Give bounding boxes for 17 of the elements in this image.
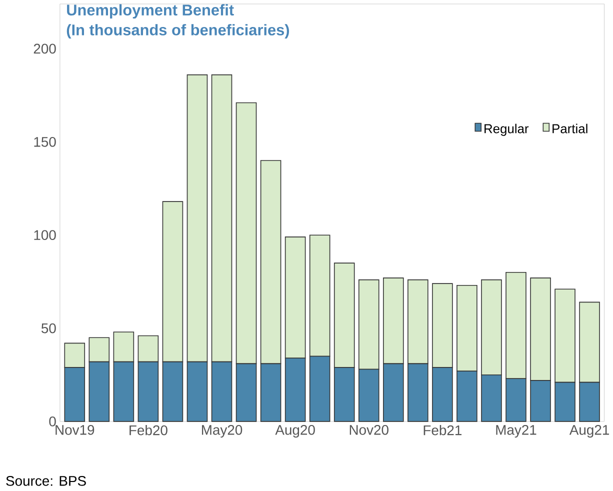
x-tick-label: Aug21 bbox=[569, 424, 609, 438]
y-tick-label: 50 bbox=[41, 323, 56, 334]
text: Unemployment Benefit (In thousands of beneficiaries) bbox=[66, 4, 290, 38]
x-tick-label: May20 bbox=[202, 424, 242, 438]
x-tick-label: Feb21 bbox=[424, 424, 462, 436]
y-tick-label: 100 bbox=[34, 230, 56, 240]
source-note: Source: BPS bbox=[6, 476, 86, 486]
legend-label: Partial bbox=[552, 124, 588, 134]
x-tick-label: Nov20 bbox=[350, 424, 388, 435]
x-tick-label: Aug20 bbox=[275, 424, 315, 438]
x-tick-label: May21 bbox=[496, 424, 536, 438]
legend-label: Regular bbox=[484, 124, 529, 136]
y-tick-label: 150 bbox=[34, 136, 56, 147]
x-tick-label: Nov19 bbox=[56, 424, 94, 435]
x-tick-label: Feb20 bbox=[130, 424, 168, 436]
y-tick-label: 0 bbox=[49, 416, 56, 426]
y-tick-label: 200 bbox=[34, 44, 56, 54]
